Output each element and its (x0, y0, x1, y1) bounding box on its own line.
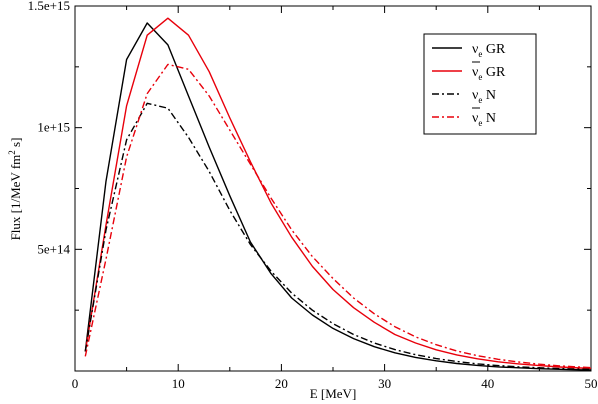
series-line-0 (84, 22, 592, 371)
y-axis-title: Flux [1/MeV fm2 s] (7, 138, 23, 241)
legend-label-1: νe GR (472, 65, 506, 82)
x-tick-label: 30 (378, 376, 391, 391)
y-axis-title-sup: 2 (7, 150, 17, 155)
x-tick-label: 50 (585, 376, 598, 391)
legend-label-2: νe N (472, 88, 496, 105)
y-tick-label: 5e+14 (37, 241, 70, 256)
y-axis-title-tail: s] (8, 138, 23, 151)
x-tick-label: 0 (72, 376, 79, 391)
legend-label-0: νe GR (472, 42, 506, 59)
x-tick-label: 10 (172, 376, 185, 391)
x-axis-title: E [MeV] (310, 386, 357, 401)
y-tick-label: 1.5e+15 (28, 0, 70, 13)
series-layer (84, 17, 592, 371)
y-axis: 5e+14 1e+15 1.5e+15 (28, 0, 591, 311)
legend-label-3: νe N (472, 111, 496, 128)
x-tick-label: 40 (481, 376, 494, 391)
legend: νe GR νe GR νe N νe N (423, 33, 537, 135)
series-line-3 (84, 63, 592, 369)
x-tick-label: 20 (275, 376, 288, 391)
x-axis: 0 10 20 30 40 50 (72, 6, 598, 391)
svg-text:Flux [1/MeV fm2 s]: Flux [1/MeV fm2 s] (7, 138, 23, 241)
series-line-2 (84, 102, 592, 371)
y-tick-label: 1e+15 (37, 120, 70, 135)
series-line-1 (84, 17, 592, 369)
